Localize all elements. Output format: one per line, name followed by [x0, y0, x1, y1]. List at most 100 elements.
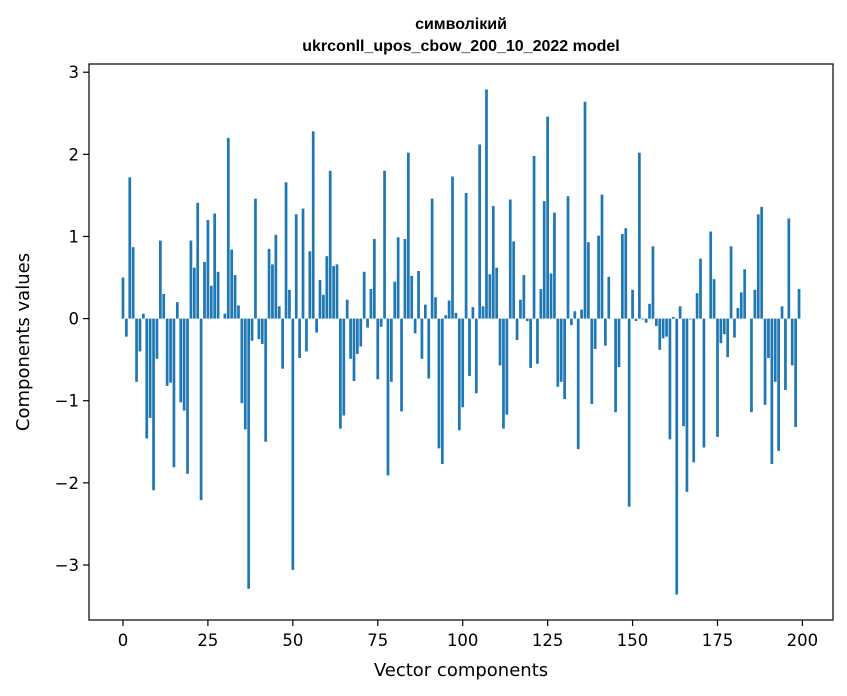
x-tick-label: 0	[118, 631, 129, 650]
bar	[237, 305, 240, 319]
bar	[641, 318, 645, 320]
bar	[179, 318, 183, 403]
x-tick-label: 100	[447, 631, 479, 650]
bar	[288, 289, 291, 319]
bar	[291, 318, 295, 570]
bar	[233, 275, 237, 319]
bar	[736, 307, 740, 319]
bar	[498, 318, 502, 366]
bar	[756, 214, 760, 319]
bar	[373, 238, 376, 319]
bar	[583, 101, 587, 319]
x-axis-label: Vector components	[374, 660, 548, 681]
bar	[522, 275, 526, 319]
bar	[665, 318, 668, 337]
bar	[573, 311, 577, 319]
y-tick-label: 1	[69, 227, 80, 246]
bar	[440, 318, 444, 464]
bar	[536, 318, 539, 364]
bar	[226, 137, 230, 319]
bar	[539, 289, 543, 319]
bar	[434, 297, 437, 319]
y-axis-label: Components values	[13, 253, 34, 431]
bar	[298, 318, 301, 359]
bar	[682, 318, 685, 427]
bar	[155, 318, 159, 359]
bar	[437, 318, 441, 449]
bar	[138, 318, 142, 352]
bar	[658, 318, 662, 350]
bar	[165, 318, 169, 386]
y-tick-label: 2	[69, 145, 80, 164]
bar	[277, 306, 281, 319]
bar	[529, 318, 532, 368]
bar	[447, 300, 451, 319]
bar	[546, 116, 549, 319]
bar	[685, 318, 689, 492]
bar	[631, 289, 634, 319]
bar	[203, 261, 206, 319]
bar	[148, 318, 152, 418]
bar	[315, 318, 318, 333]
bar	[430, 198, 434, 319]
bar	[563, 318, 566, 400]
bar	[794, 318, 797, 427]
bar	[661, 318, 665, 339]
bar	[362, 271, 366, 319]
bar	[797, 289, 801, 319]
bar	[281, 318, 284, 369]
bar	[192, 267, 196, 319]
bar	[733, 318, 736, 338]
bar	[199, 318, 203, 501]
bar	[729, 246, 733, 319]
bar	[271, 264, 274, 319]
bar	[216, 271, 220, 319]
bar	[468, 318, 471, 377]
bar	[393, 281, 397, 319]
bar	[570, 318, 573, 326]
y-axis-ticks: −3 −2 −1 0 1 2 3	[55, 63, 89, 575]
bar	[566, 196, 570, 319]
bar	[379, 318, 383, 327]
bar	[451, 176, 454, 319]
bar	[508, 199, 512, 319]
bar	[488, 274, 492, 319]
bar	[240, 318, 244, 404]
bar	[406, 152, 410, 319]
bar	[318, 279, 322, 319]
bar	[549, 273, 553, 319]
bar	[519, 299, 522, 319]
bar	[213, 213, 217, 319]
bar	[284, 182, 288, 319]
bar	[175, 302, 179, 319]
bar	[427, 318, 431, 379]
x-tick-label: 25	[197, 631, 218, 650]
y-tick-label: 3	[69, 63, 80, 82]
bar	[152, 318, 155, 491]
bar	[692, 318, 696, 463]
bar	[223, 313, 227, 319]
bar	[604, 318, 607, 346]
bar	[356, 318, 359, 354]
bar	[607, 276, 611, 319]
bar	[587, 242, 590, 319]
bar	[712, 279, 716, 319]
bar	[131, 247, 135, 319]
plot-frame	[88, 63, 834, 621]
bar	[162, 293, 166, 319]
bar	[532, 155, 536, 319]
bar	[481, 306, 485, 319]
bar	[400, 318, 403, 412]
bar	[644, 318, 648, 323]
x-tick-label: 200	[787, 631, 819, 650]
bar	[209, 285, 213, 319]
bar	[169, 318, 172, 383]
bar	[461, 318, 465, 408]
bar	[515, 318, 519, 340]
bar	[722, 318, 726, 335]
bar	[457, 318, 461, 431]
bar	[250, 318, 254, 341]
bar	[491, 206, 495, 319]
bar	[413, 318, 417, 334]
